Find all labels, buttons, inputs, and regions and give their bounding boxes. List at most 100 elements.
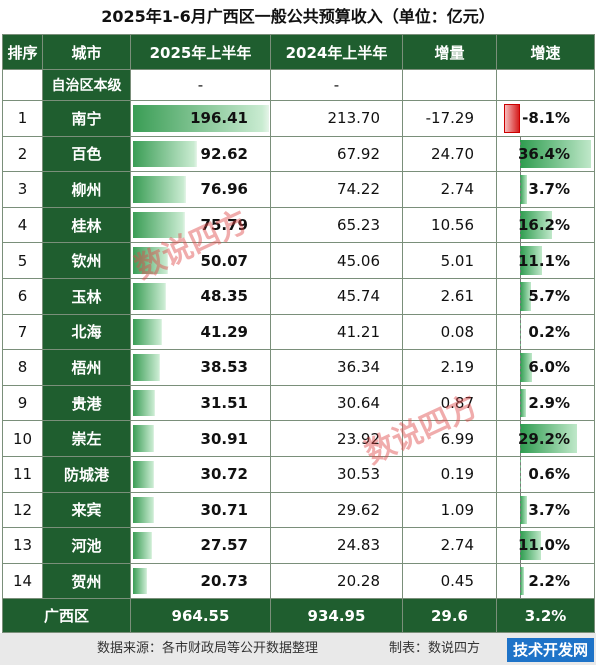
- rank-cell: 1: [2, 100, 43, 137]
- table-row: 5 钦州 50.07 45.06 5.01 11.1%: [2, 242, 595, 279]
- v2025-cell: 48.35: [130, 277, 271, 315]
- increase-cell: 1.09: [402, 491, 497, 529]
- growth-value: 29.2%: [517, 429, 570, 448]
- growth-value: 16.2%: [517, 216, 570, 235]
- v2025-cell: 50.07: [130, 242, 271, 279]
- v2024-cell: -: [270, 69, 403, 101]
- increase-cell: 0.19: [402, 455, 497, 493]
- v2025-value: 27.57: [200, 536, 248, 555]
- header-2025: 2025年上半年: [130, 34, 271, 70]
- v2025-value: 48.35: [200, 287, 248, 306]
- rank-cell: 12: [2, 491, 43, 529]
- table-row: 11 防城港 30.72 30.53 0.19 0.6%: [2, 455, 595, 493]
- growth-cell: 5.7%: [496, 277, 595, 315]
- v2025-value: 30.71: [200, 500, 248, 519]
- header-rank: 排序: [2, 34, 43, 70]
- v2025-value: 30.72: [200, 465, 248, 484]
- increase-cell: 2.61: [402, 277, 497, 315]
- increase-cell: 6.99: [402, 420, 497, 457]
- city-cell: 河池: [42, 527, 131, 564]
- growth-cell: 3.7%: [496, 491, 595, 529]
- increase-cell: 2.19: [402, 349, 497, 386]
- table-row: 6 玉林 48.35 45.74 2.61 5.7%: [2, 277, 595, 315]
- growth-value: 5.7%: [528, 287, 570, 306]
- header-growth: 增速: [496, 34, 595, 70]
- rank-cell: 8: [2, 349, 43, 386]
- table-row: 4 桂林 75.79 65.23 10.56 16.2%: [2, 206, 595, 244]
- city-cell: 贵港: [42, 384, 131, 422]
- zero-axis: [520, 457, 521, 492]
- v2025-cell: 41.29: [130, 313, 271, 351]
- table-title: 2025年1-6月广西区一般公共预算收入（单位：亿元）: [101, 7, 495, 26]
- value-bar: [133, 389, 155, 417]
- increase-cell: 0.08: [402, 313, 497, 351]
- value-bar: [133, 176, 187, 203]
- zero-axis: [520, 350, 521, 385]
- table-row: 13 河池 27.57 24.83 2.74 11.0%: [2, 527, 595, 564]
- increase-cell: 5.01: [402, 242, 497, 279]
- value-bar: [133, 496, 155, 524]
- city-cell: 玉林: [42, 277, 131, 315]
- total-label: 广西区: [2, 598, 131, 634]
- growth-bar: [520, 566, 525, 596]
- table-row: 8 梧州 38.53 36.34 2.19 6.0%: [2, 349, 595, 386]
- city-cell: 柳州: [42, 171, 131, 208]
- city-cell: 自治区本级: [42, 69, 131, 101]
- table-row: 14 贺州 20.73 20.28 0.45 2.2%: [2, 562, 595, 600]
- v2024-cell: 29.62: [270, 491, 403, 529]
- growth-value: 36.4%: [517, 144, 570, 163]
- v2024-cell: 45.74: [270, 277, 403, 315]
- growth-bar: [520, 210, 552, 240]
- city-cell: 南宁: [42, 100, 131, 137]
- value-bar: [133, 140, 198, 168]
- v2024-cell: 65.23: [270, 206, 403, 244]
- growth-value: 0.6%: [528, 465, 570, 484]
- city-cell: 崇左: [42, 420, 131, 457]
- v2025-cell: 20.73: [130, 562, 271, 600]
- increase-cell: 0.87: [402, 384, 497, 422]
- growth-bar: [520, 175, 528, 204]
- growth-value: 11.1%: [517, 251, 570, 270]
- total-growth: 3.2%: [496, 598, 595, 634]
- table-row: 2 百色 92.62 67.92 24.70 36.4%: [2, 135, 595, 173]
- zero-axis: [520, 137, 521, 171]
- growth-cell: [496, 69, 595, 101]
- growth-value: -8.1%: [522, 109, 570, 128]
- v2024-cell: 30.64: [270, 384, 403, 422]
- growth-cell: 29.2%: [496, 420, 595, 457]
- v2024-cell: 67.92: [270, 135, 403, 173]
- zero-axis: [520, 386, 521, 420]
- total-2025: 964.55: [130, 598, 271, 634]
- value-bar: [133, 282, 167, 310]
- city-cell: 梧州: [42, 349, 131, 386]
- growth-bar: [520, 281, 532, 311]
- zero-axis: [520, 243, 521, 278]
- zero-axis: [520, 208, 521, 242]
- growth-cell: 36.4%: [496, 135, 595, 173]
- v2025-cell: 27.57: [130, 527, 271, 564]
- value-bar: [133, 318, 162, 346]
- growth-cell: 11.1%: [496, 242, 595, 279]
- zero-axis: [520, 493, 521, 527]
- v2024-cell: 45.06: [270, 242, 403, 279]
- zero-axis: [520, 315, 521, 349]
- total-increase: 29.6: [402, 598, 497, 634]
- growth-bar: [520, 353, 532, 382]
- rank-cell: 14: [2, 562, 43, 600]
- increase-cell: [402, 69, 497, 101]
- growth-value: 2.9%: [528, 394, 570, 413]
- increase-cell: 24.70: [402, 135, 497, 173]
- value-bar: [133, 211, 186, 239]
- site-logo: 技术开发网: [506, 638, 594, 662]
- growth-cell: 2.2%: [496, 562, 595, 600]
- rank-cell: 2: [2, 135, 43, 173]
- table-row: 7 北海 41.29 41.21 0.08 0.2%: [2, 313, 595, 351]
- footer: 数据来源：各市财政局等公开数据整理 制表：数说四方: [0, 633, 596, 665]
- city-cell: 桂林: [42, 206, 131, 244]
- table-row: 3 柳州 76.96 74.22 2.74 3.7%: [2, 171, 595, 208]
- rank-cell: 10: [2, 420, 43, 457]
- value-bar: [133, 354, 160, 381]
- growth-cell: 16.2%: [496, 206, 595, 244]
- growth-bar: [520, 424, 577, 453]
- increase-cell: -17.29: [402, 100, 497, 137]
